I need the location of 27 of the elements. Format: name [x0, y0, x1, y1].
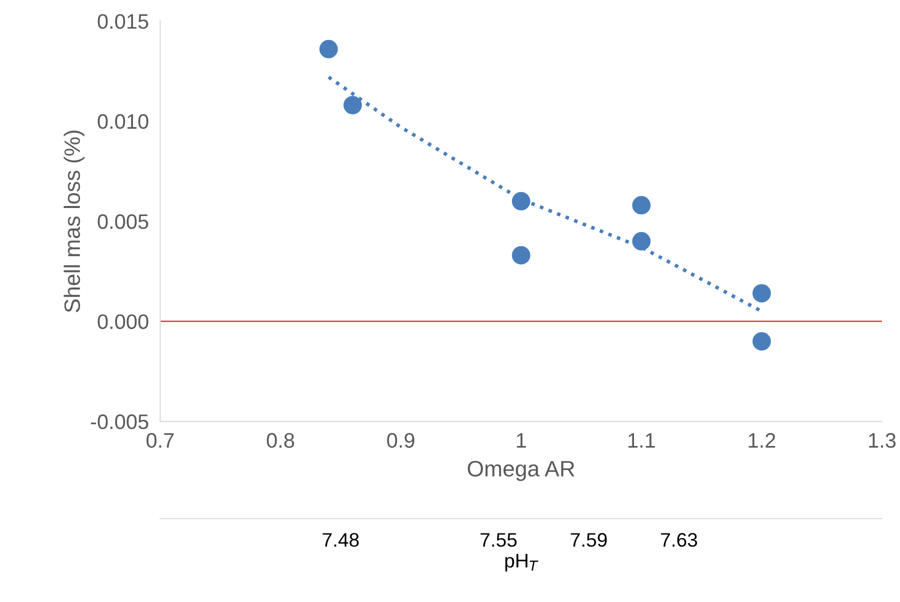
x-tick-label: 1.1 — [628, 433, 655, 448]
x2-axis-title: pH$_{T}$ — [505, 554, 538, 572]
x-tick-label: 1 — [516, 433, 526, 448]
point — [319, 40, 338, 58]
y-tick-label: 0.000 — [98, 314, 148, 330]
point — [343, 96, 362, 114]
x-axis-title: Omega AR — [468, 460, 574, 481]
y-tick-label: -0.005 — [90, 414, 148, 430]
y-axis-title: Shell mas loss (%) — [64, 130, 84, 312]
x2-tick-label: 7.55 — [480, 533, 517, 547]
x-tick-label: 0.8 — [266, 433, 294, 448]
y-tick-label: 0.015 — [98, 14, 148, 29]
point — [512, 192, 530, 210]
x2-tick-label: 7.59 — [570, 533, 607, 547]
x-tick-label: 0.9 — [387, 433, 414, 448]
point — [752, 284, 771, 302]
x2-tick-label: 7.63 — [661, 533, 698, 547]
x-tick-label: 0.7 — [146, 433, 174, 448]
point — [632, 232, 651, 250]
y-tick-label: 0.010 — [98, 114, 148, 129]
x-tick-label: 1.3 — [869, 433, 896, 448]
x-tick-label: 1.2 — [748, 433, 776, 448]
point — [632, 196, 651, 214]
y-tick-label: 0.005 — [98, 214, 148, 229]
point — [752, 332, 771, 351]
point — [512, 246, 530, 264]
x2-tick-label: 7.48 — [322, 533, 359, 547]
